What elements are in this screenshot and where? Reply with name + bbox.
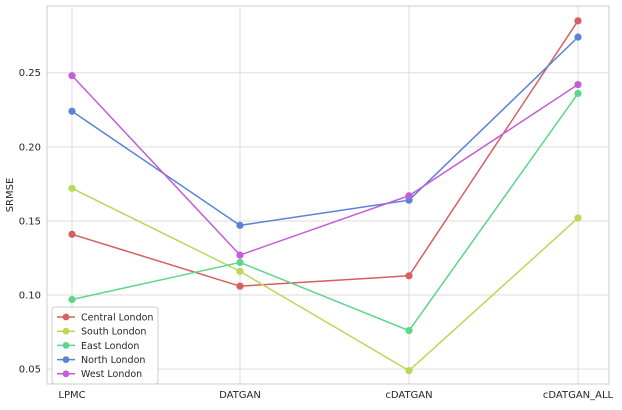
legend-marker	[62, 342, 70, 349]
series-line-east-london	[71, 93, 579, 332]
data-point	[574, 214, 582, 222]
data-point	[574, 80, 582, 89]
legend-marker	[62, 356, 70, 363]
data-point	[68, 230, 76, 238]
series-line-west-london	[71, 75, 579, 256]
series-line-south-london	[71, 187, 579, 372]
x-tick-label: cDATGAN	[385, 390, 432, 401]
legend-label: West London	[81, 369, 142, 380]
plot-frame	[46, 5, 610, 385]
y-tick-label: 0.05	[19, 365, 41, 376]
legend-entry: East London	[57, 341, 139, 352]
data-point	[405, 272, 413, 280]
data-point	[574, 33, 582, 41]
legend-entry: West London	[57, 369, 142, 380]
data-point	[405, 192, 413, 200]
data-point	[68, 295, 76, 304]
y-tick-label: 0.15	[19, 216, 41, 227]
data-point	[236, 221, 244, 229]
x-tick-label: cDATGAN_ALL	[543, 390, 614, 401]
series-points	[68, 17, 582, 375]
legend-marker	[62, 370, 70, 378]
data-point	[68, 107, 76, 115]
data-point	[68, 184, 76, 192]
x-tick-label: DATGAN	[219, 390, 261, 401]
legend-marker	[62, 313, 70, 321]
legend: Central London South London East London Nor…	[51, 306, 159, 385]
data-point	[236, 267, 244, 275]
x-tick-labels: LPMC DATGAN cDATGAN cDATGAN_ALL	[58, 390, 613, 401]
legend-entry: Central London	[57, 312, 153, 323]
data-point	[236, 251, 244, 259]
series-lines	[71, 20, 579, 372]
legend-label: South London	[81, 327, 146, 338]
data-point	[405, 367, 413, 375]
x-tick-label: LPMC	[58, 390, 85, 401]
legend-entry: North London	[57, 355, 145, 366]
legend-entry: South London	[57, 327, 146, 338]
legend-label: Central London	[81, 312, 153, 323]
y-tick-label: 0.25	[19, 68, 41, 79]
data-point	[236, 258, 244, 267]
y-axis-label: SRMSE	[5, 178, 16, 213]
legend-label: North London	[81, 355, 145, 366]
legend-box	[51, 306, 159, 385]
data-point	[405, 327, 413, 335]
series-line-central-london	[71, 20, 579, 287]
data-point	[574, 17, 582, 25]
legend-marker	[62, 327, 70, 335]
data-point	[68, 72, 76, 80]
y-tick-label: 0.20	[19, 142, 41, 153]
data-point	[236, 282, 244, 290]
series-line-north-london	[71, 36, 579, 227]
data-point	[574, 89, 582, 98]
y-tick-label: 0.10	[19, 291, 41, 302]
y-tick-labels: 0.05 0.10 0.15 0.20 0.25	[19, 68, 41, 375]
legend-label: East London	[81, 341, 139, 352]
